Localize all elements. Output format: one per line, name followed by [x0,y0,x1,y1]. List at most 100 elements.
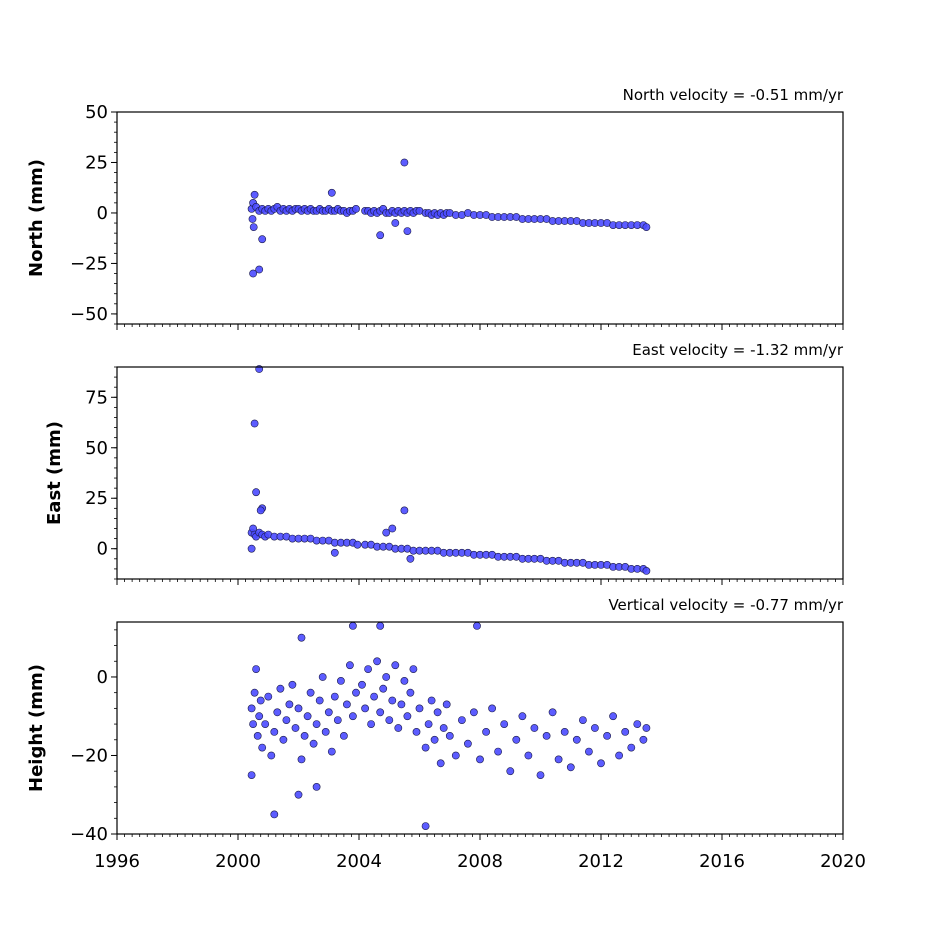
height-data-point [409,665,418,673]
east-y-tick-label: 25 [85,488,108,509]
height-data-point [261,720,270,728]
north-y-tick-label: 0 [97,203,108,224]
height-data-point [303,712,312,721]
height-data-point [330,692,339,701]
height-data-point [615,751,623,760]
north-data-point [327,188,336,197]
east-plot-frame [116,366,844,580]
east-data-point [406,554,415,563]
height-data-point [603,732,611,740]
height-data-point [627,743,636,752]
height-data-point [297,633,306,642]
height-data-point [494,747,502,756]
height-data-point [473,622,481,630]
height-data-point [548,708,557,717]
height-data-point [267,751,276,760]
height-y-tick-label: 0 [97,667,108,688]
height-data-point [358,680,366,689]
height-data-point [579,716,587,724]
height-data-point [385,716,394,724]
height-data-point [247,771,256,779]
height-data-point [451,751,460,760]
height-data-point [361,704,369,713]
height-data-point [542,732,551,740]
height-data-point [306,688,315,697]
east-data-point [330,548,339,557]
height-data-point [506,767,515,776]
height-data-point [352,688,360,697]
height-data-point [388,696,397,705]
height-data-point [342,700,351,709]
height-data-point [249,720,257,728]
height-data-point [397,700,406,709]
north-data-point [400,158,409,167]
height-data-point [376,622,385,630]
height-data-point [518,712,527,721]
height-data-point [270,810,279,819]
height-data-point [379,684,388,693]
height-data-point [345,661,354,670]
height-data-point [457,716,466,724]
east-y-tick-label: 0 [97,539,108,560]
height-data-point [288,680,297,689]
height-data-point [348,622,357,630]
north-y-tick-label: −25 [70,253,108,274]
height-data-point [424,720,433,728]
x-axis-tick-labels: 1996 2000 2004 2008 2012 2016 2020 [94,851,866,872]
height-data-point [536,771,545,779]
height-data-point [364,665,372,673]
north-data-point [352,204,360,213]
x-tick-label: 2020 [820,851,866,872]
height-data-point [285,700,294,709]
height-data-point [433,708,442,717]
height-data-point [250,688,259,697]
east-y-axis-label: East (mm) [44,421,65,525]
east-y-ticks: 0 25 50 75 [85,366,117,580]
height-data-point [336,677,345,685]
height-data-point [560,728,569,736]
east-data-point [642,567,651,575]
north-points [247,158,651,278]
height-data-point [394,724,403,732]
height-data-point [403,712,412,721]
east-data-point [382,528,391,537]
vertical-velocity-title: Vertical velocity = -0.77 mm/yr [608,596,843,614]
height-data-point [524,751,533,760]
north-data-point [248,215,257,223]
height-data-point [367,720,375,728]
height-data-point [291,724,300,732]
height-data-point [327,747,336,756]
height-y-tick-label: −20 [70,745,108,766]
north-data-point [255,265,264,274]
height-data-point [276,684,285,693]
height-data-point [482,728,490,736]
height-data-point [566,763,575,772]
height-data-point [412,728,421,736]
height-data-point [294,790,303,799]
height-data-point [294,704,303,713]
height-data-point [476,755,484,764]
north-y-tick-label: −50 [70,304,108,325]
height-data-point [639,735,648,744]
north-data-point [249,269,257,278]
north-velocity-title: North velocity = -0.51 mm/yr [623,86,844,104]
height-data-point [282,716,291,724]
x-tick-label: 2008 [457,851,503,872]
north-data-point [642,223,651,231]
height-data-point [373,657,381,666]
height-data-point [253,732,262,740]
height-panel: Vertical velocity = -0.77 mm/yr −40−200 … [26,596,866,872]
height-data-point [621,728,630,736]
height-data-point [255,712,264,721]
north-data-point [250,190,259,199]
height-data-point [436,759,445,768]
east-data-point [353,540,362,549]
height-data-point [279,735,288,744]
height-data-point [258,743,267,752]
height-data-point [415,704,424,713]
height-data-point [270,728,279,736]
height-data-point [597,759,605,768]
height-data-point [427,696,436,705]
height-data-point [500,720,509,728]
